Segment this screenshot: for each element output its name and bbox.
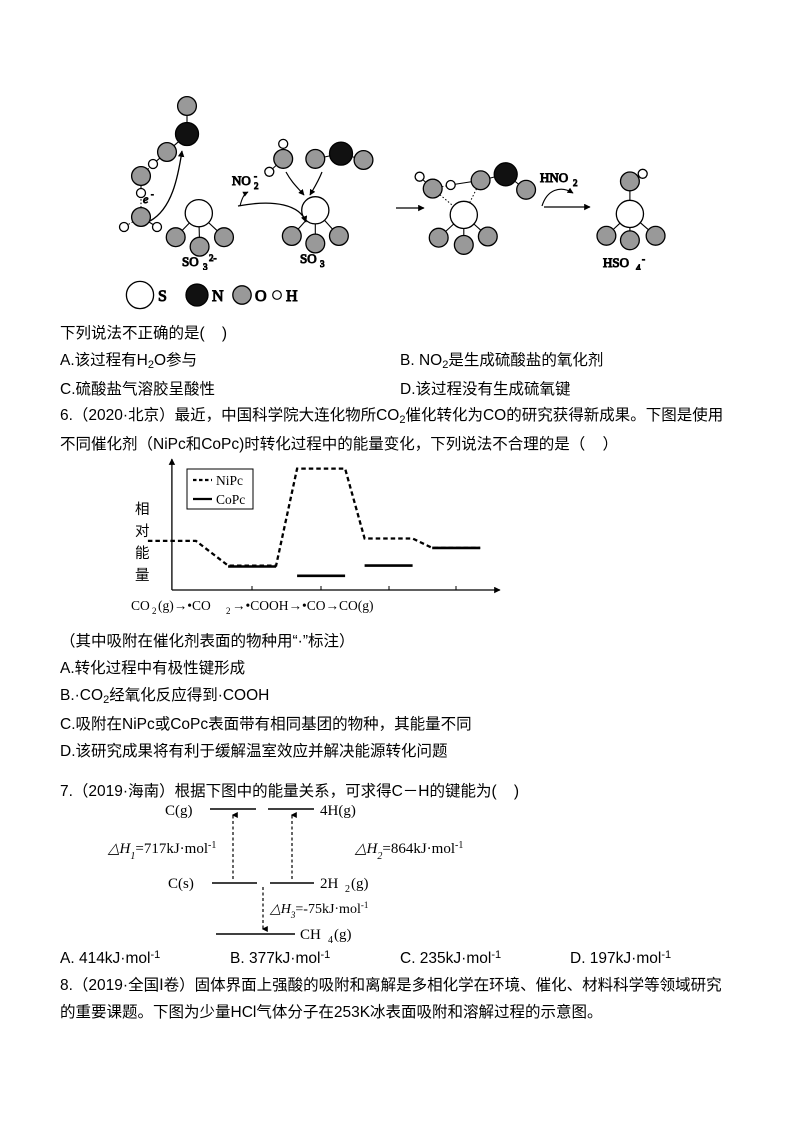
svg-text:e: e — [143, 192, 149, 206]
svg-text:量: 量 — [135, 568, 150, 584]
svg-text:2H: 2H — [320, 876, 339, 892]
svg-text:2: 2 — [345, 884, 350, 895]
svg-text:2: 2 — [226, 606, 231, 616]
svg-text:2-: 2- — [209, 253, 217, 263]
svg-text:HSO: HSO — [603, 255, 629, 270]
svg-text:4H(g): 4H(g) — [320, 805, 356, 819]
svg-text:△H1=717kJ·mol-1: △H1=717kJ·mol-1 — [107, 840, 216, 862]
svg-text:△H2=864kJ·mol-1: △H2=864kJ·mol-1 — [354, 840, 463, 862]
svg-text:相: 相 — [135, 501, 150, 518]
svg-text:-: - — [151, 190, 154, 199]
svg-text:→•COOH→•CO→CO(g): →•COOH→•CO→CO(g) — [232, 598, 373, 613]
svg-text:C(s): C(s) — [168, 876, 194, 892]
svg-text:4: 4 — [328, 935, 333, 945]
svg-text:-: - — [254, 171, 257, 181]
svg-text:NiPc: NiPc — [216, 473, 243, 488]
svg-text:能: 能 — [135, 545, 150, 562]
svg-text:S: S — [158, 288, 167, 305]
svg-text:-: - — [642, 254, 645, 264]
svg-text:2: 2 — [152, 606, 157, 616]
svg-text:(g): (g) — [334, 927, 352, 943]
svg-text:3: 3 — [320, 259, 325, 269]
svg-text:2: 2 — [573, 178, 578, 188]
svg-text:(g): (g) — [351, 876, 369, 892]
svg-text:2: 2 — [254, 181, 259, 191]
svg-text:H: H — [286, 288, 298, 305]
svg-text:N: N — [212, 288, 224, 305]
svg-text:(g)→•CO: (g)→•CO — [158, 598, 211, 613]
svg-text:4: 4 — [636, 263, 641, 270]
svg-text:NO: NO — [232, 173, 251, 188]
svg-text:对: 对 — [135, 523, 150, 540]
svg-text:CoPc: CoPc — [216, 492, 245, 507]
svg-text:CO: CO — [131, 598, 150, 613]
svg-text:O: O — [255, 288, 267, 305]
svg-text:SO: SO — [182, 254, 199, 269]
svg-text:△H3=-75kJ·mol-1: △H3=-75kJ·mol-1 — [269, 900, 368, 920]
svg-text:SO: SO — [300, 251, 317, 266]
svg-text:HNO: HNO — [540, 170, 568, 185]
svg-text:CH: CH — [300, 927, 321, 943]
svg-text:3: 3 — [203, 262, 208, 270]
svg-text:C(g): C(g) — [165, 805, 193, 819]
